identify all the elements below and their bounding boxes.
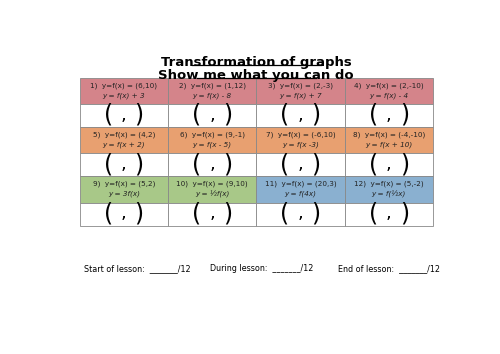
Text: 3)  y=f(x) = (2,-3): 3) y=f(x) = (2,-3) [268,82,333,89]
Text: ,: , [298,106,304,124]
Bar [168,153,256,176]
Text: 7)  y=f(x) = (-6,10): 7) y=f(x) = (-6,10) [266,132,335,138]
Text: (: ( [104,103,113,127]
Bar [344,104,433,127]
Text: y = f(x) - 8: y = f(x) - 8 [192,92,232,99]
Text: ): ) [400,103,409,127]
Text: y = f(x + 10): y = f(x + 10) [365,142,412,148]
Text: ): ) [312,152,320,176]
Text: ,: , [121,106,126,124]
Text: Start of lesson:  _______/12: Start of lesson: _______/12 [84,264,191,273]
Text: y = f(x) - 4: y = f(x) - 4 [369,92,408,99]
Text: 2)  y=f(x) = (1,12): 2) y=f(x) = (1,12) [178,82,246,89]
Text: ): ) [223,103,232,127]
Bar [80,104,168,127]
Text: ): ) [134,103,144,127]
Text: ,: , [298,204,304,222]
Text: ): ) [312,103,320,127]
Bar [168,104,256,127]
Bar [344,153,433,176]
Text: ,: , [386,155,392,173]
Text: 9)  y=f(x) = (5,2): 9) y=f(x) = (5,2) [92,181,155,187]
Text: ,: , [386,106,392,124]
Text: y = ½f(x): y = ½f(x) [195,190,230,198]
Text: y = f(4x): y = f(4x) [284,191,316,198]
Bar [256,176,344,202]
Bar [168,78,256,104]
Bar [256,153,344,176]
Bar [80,153,168,176]
Bar [168,202,256,226]
Text: ,: , [209,155,215,173]
Bar [344,127,433,153]
Text: 11)  y=f(x) = (20,3): 11) y=f(x) = (20,3) [264,181,336,187]
Text: (: ( [280,103,289,127]
Text: ,: , [386,204,392,222]
Bar [80,127,168,153]
Text: (: ( [368,103,378,127]
Text: During lesson:  _______/12: During lesson: _______/12 [210,264,313,273]
Text: ): ) [400,152,409,176]
Text: 10)  y=f(x) = (9,10): 10) y=f(x) = (9,10) [176,181,248,187]
Bar [80,202,168,226]
Text: (: ( [368,201,378,225]
Text: ,: , [121,204,126,222]
Text: ,: , [209,204,215,222]
Text: ): ) [312,201,320,225]
Bar [168,127,256,153]
Text: (: ( [192,201,201,225]
Bar [344,176,433,202]
Text: (: ( [104,152,113,176]
Text: 12)  y=f(x) = (5,-2): 12) y=f(x) = (5,-2) [354,181,424,187]
Text: ,: , [121,155,126,173]
Text: 5)  y=f(x) = (4,2): 5) y=f(x) = (4,2) [92,132,155,138]
Text: y = 3f(x): y = 3f(x) [108,191,140,198]
Text: ): ) [400,201,409,225]
Text: y = f(x - 5): y = f(x - 5) [192,142,232,148]
Text: Show me what you can do: Show me what you can do [158,69,354,82]
Text: 4)  y=f(x) = (2,-10): 4) y=f(x) = (2,-10) [354,82,424,89]
Bar [80,176,168,202]
Text: (: ( [104,201,113,225]
Text: (: ( [368,152,378,176]
Text: y = f(x -3): y = f(x -3) [282,142,319,148]
Text: y = f(x + 2): y = f(x + 2) [102,142,145,148]
Text: ): ) [223,152,232,176]
Text: ): ) [223,201,232,225]
Text: ,: , [209,106,215,124]
Text: (: ( [280,152,289,176]
Bar [256,127,344,153]
Text: y = f(x) + 7: y = f(x) + 7 [279,92,322,99]
Text: (: ( [192,152,201,176]
Bar [344,78,433,104]
Bar [168,176,256,202]
Text: ,: , [298,155,304,173]
Text: ): ) [134,201,144,225]
Text: (: ( [280,201,289,225]
Bar [256,202,344,226]
Bar [344,202,433,226]
Bar [256,104,344,127]
Text: (: ( [192,103,201,127]
Text: 1)  y=f(x) = (6,10): 1) y=f(x) = (6,10) [90,82,157,89]
Text: y = f(x) + 3: y = f(x) + 3 [102,92,145,99]
Bar [80,78,168,104]
Bar [256,78,344,104]
Text: y = f(½x): y = f(½x) [372,190,406,198]
Text: Transformation of graphs: Transformation of graphs [161,56,352,69]
Text: 6)  y=f(x) = (9,-1): 6) y=f(x) = (9,-1) [180,132,244,138]
Text: End of lesson:  _______/12: End of lesson: _______/12 [338,264,440,273]
Text: ): ) [134,152,144,176]
Text: 8)  y=f(x) = (-4,-10): 8) y=f(x) = (-4,-10) [352,132,425,138]
